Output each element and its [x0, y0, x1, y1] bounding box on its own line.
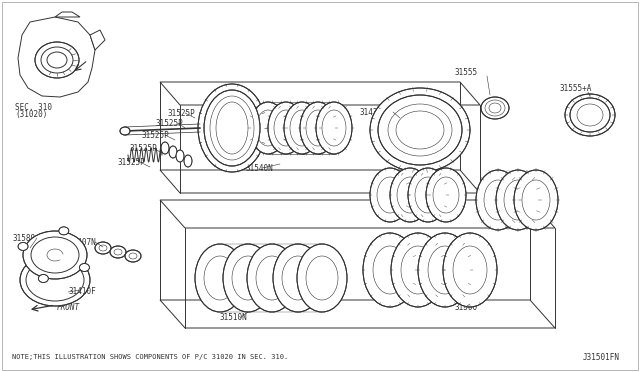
Ellipse shape	[198, 84, 266, 172]
Ellipse shape	[20, 254, 90, 306]
Text: 31510N: 31510N	[220, 314, 248, 323]
Text: 31525P: 31525P	[168, 109, 196, 118]
Ellipse shape	[363, 233, 417, 307]
Ellipse shape	[35, 42, 79, 78]
Ellipse shape	[184, 155, 192, 167]
Ellipse shape	[176, 150, 184, 162]
Text: FRONT: FRONT	[57, 302, 80, 311]
Text: 31589: 31589	[12, 234, 35, 243]
Text: J31501FN: J31501FN	[583, 353, 620, 362]
Text: NOTE;THIS ILLUSTRATION SHOWS COMPONENTS OF P/C 31020 IN SEC. 310.: NOTE;THIS ILLUSTRATION SHOWS COMPONENTS …	[12, 354, 288, 360]
Ellipse shape	[268, 102, 304, 154]
Ellipse shape	[378, 95, 462, 165]
Ellipse shape	[247, 244, 297, 312]
Ellipse shape	[169, 146, 177, 158]
Ellipse shape	[250, 102, 286, 154]
Ellipse shape	[59, 227, 68, 235]
Polygon shape	[55, 254, 70, 259]
Ellipse shape	[273, 244, 323, 312]
Ellipse shape	[38, 275, 49, 282]
Ellipse shape	[125, 250, 141, 262]
Ellipse shape	[120, 127, 130, 135]
Ellipse shape	[284, 102, 320, 154]
Text: 31410F: 31410F	[68, 288, 96, 296]
Ellipse shape	[223, 244, 273, 312]
Text: (31020): (31020)	[15, 109, 47, 119]
Ellipse shape	[570, 98, 610, 132]
Ellipse shape	[316, 102, 352, 154]
Ellipse shape	[79, 263, 90, 272]
Text: 31525P: 31525P	[130, 144, 157, 153]
Text: 31525P: 31525P	[155, 119, 183, 128]
Ellipse shape	[95, 242, 111, 254]
Ellipse shape	[408, 168, 448, 222]
Ellipse shape	[443, 233, 497, 307]
Text: 31555: 31555	[455, 67, 478, 77]
Ellipse shape	[23, 231, 87, 279]
Polygon shape	[90, 30, 105, 50]
Ellipse shape	[476, 170, 520, 230]
Ellipse shape	[370, 168, 410, 222]
Ellipse shape	[204, 90, 260, 166]
Ellipse shape	[418, 233, 472, 307]
Polygon shape	[55, 12, 80, 17]
Ellipse shape	[161, 142, 169, 154]
Ellipse shape	[195, 244, 245, 312]
Ellipse shape	[496, 170, 540, 230]
Ellipse shape	[300, 102, 336, 154]
Ellipse shape	[514, 170, 558, 230]
Text: 31540N: 31540N	[245, 164, 273, 173]
Ellipse shape	[297, 244, 347, 312]
Ellipse shape	[110, 246, 126, 258]
Text: 31525P: 31525P	[117, 157, 145, 167]
Polygon shape	[18, 17, 95, 97]
Text: 31407N: 31407N	[68, 237, 96, 247]
Ellipse shape	[370, 88, 470, 172]
Text: 31435X: 31435X	[360, 108, 388, 116]
Ellipse shape	[390, 168, 430, 222]
Text: SEC. 310: SEC. 310	[15, 103, 52, 112]
Text: 31500: 31500	[455, 304, 478, 312]
Ellipse shape	[18, 243, 28, 250]
Ellipse shape	[565, 94, 615, 136]
Ellipse shape	[391, 233, 445, 307]
Ellipse shape	[426, 168, 466, 222]
Text: 31525P: 31525P	[142, 131, 170, 140]
Text: 31555+A: 31555+A	[560, 83, 593, 93]
Ellipse shape	[481, 97, 509, 119]
